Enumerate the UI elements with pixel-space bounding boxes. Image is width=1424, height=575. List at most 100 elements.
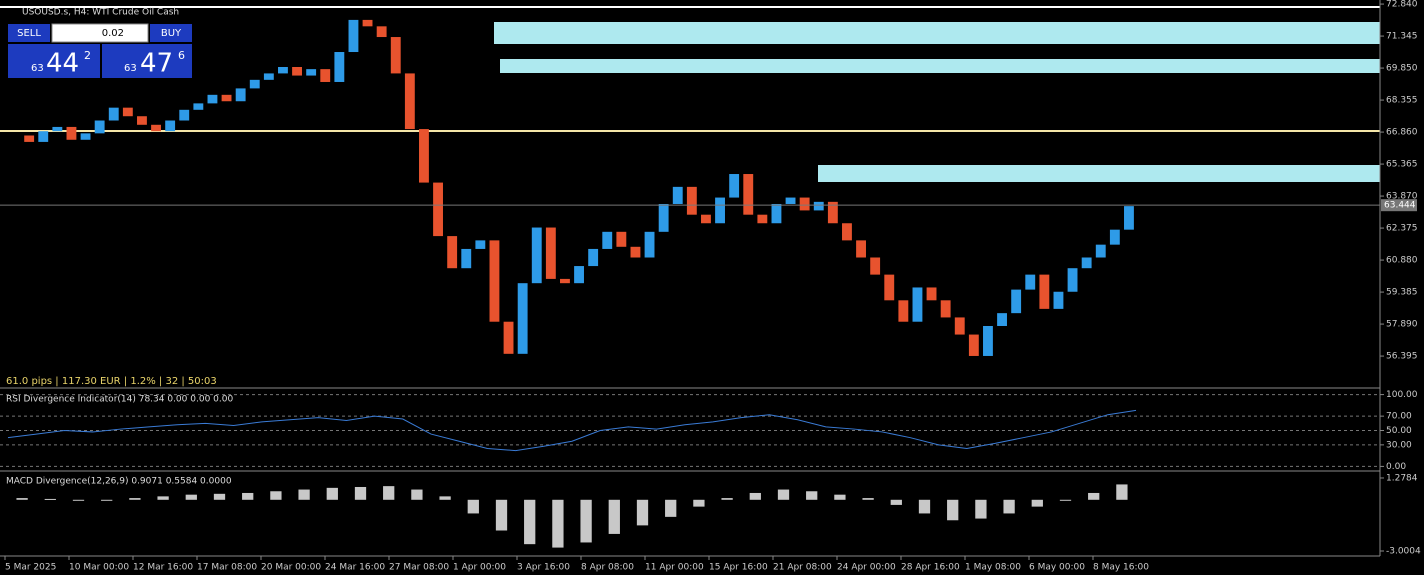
candle [1081,257,1092,269]
macd-bar [213,493,226,500]
candle [1109,229,1120,245]
candle [362,19,373,27]
y-tick-label: 68.355 [1386,96,1418,106]
candle [320,69,331,82]
zone [494,22,1380,44]
candle [771,203,782,224]
candle [80,133,91,140]
candle [574,266,584,284]
x-tick-label: 8 May 16:00 [1093,563,1149,573]
macd-bar [580,499,592,543]
y-tick-label: 100.00 [1386,390,1418,400]
candle [292,66,302,76]
y-tick-label: 63.870 [1386,192,1418,202]
candle [785,197,796,204]
candle [686,186,697,215]
candle [1053,291,1064,309]
macd-bar [636,499,649,526]
sell-button[interactable] [8,24,50,42]
macd-bar [101,499,113,501]
candle [334,52,345,82]
candle [38,131,49,142]
ask-main: 47 [140,49,173,79]
candle [630,246,641,258]
candle [672,186,683,204]
candle [193,103,204,110]
candle [263,73,274,80]
candle [122,107,133,117]
macd-bar [947,499,959,521]
ask-box[interactable] [102,44,192,78]
macd-bar [1088,492,1100,500]
x-tick-label: 21 Apr 08:00 [773,563,832,573]
macd-bar [467,499,479,514]
candle [249,79,260,89]
candle [94,120,105,134]
x-tick-label: 8 Apr 08:00 [581,563,634,573]
candle [926,287,937,301]
y-tick-label: 50.00 [1386,426,1412,436]
ask-big: 63 [124,63,137,74]
y-tick-label: 1.2784 [1386,473,1418,483]
candle [757,214,768,224]
candle [66,126,77,140]
y-tick-label: 65.365 [1386,160,1418,170]
candle [545,227,556,279]
candle [997,313,1007,326]
candle [602,231,613,249]
candle [968,334,979,356]
lot-input[interactable] [51,23,149,43]
macd-bar [693,499,705,507]
candle [954,317,965,335]
x-tick-label: 11 Apr 00:00 [645,563,704,573]
macd-bar [298,489,310,500]
candle [503,321,514,354]
buy-button[interactable] [150,24,192,42]
current-price-label: 63.444 [1384,201,1416,211]
candle [870,257,881,275]
macd-bar [975,499,987,519]
candle [52,126,63,132]
candle [165,120,176,132]
y-tick-label: 59.385 [1386,288,1418,298]
candle [898,300,909,322]
candle [1124,206,1134,230]
candle [1095,244,1106,258]
bid-big: 63 [31,63,44,74]
x-tick-label: 15 Apr 16:00 [709,563,768,573]
candle [940,300,951,318]
x-tick-label: 24 Mar 16:00 [325,563,385,573]
y-tick-label: 69.850 [1386,64,1418,74]
y-tick-label: 66.860 [1386,128,1418,138]
y-tick-label: 0.00 [1386,462,1406,472]
candle [179,109,190,121]
macd-bar [129,498,141,500]
candle [419,129,429,183]
macd-bar [665,499,677,517]
candle [912,287,923,322]
candle [842,223,852,241]
candle [1011,289,1022,314]
x-tick-label: 28 Apr 16:00 [901,563,960,573]
macd-bar [1116,484,1128,500]
candle [221,94,232,102]
macd-bar [721,498,733,500]
y-tick-label: 57.890 [1386,320,1418,330]
y-tick-label: 60.880 [1386,256,1418,266]
bid-box[interactable] [8,44,100,78]
ask-small: 6 [178,49,185,62]
candle [1025,274,1036,290]
sell-label: SELL [17,28,41,39]
candle [390,37,401,74]
macd-bar [1031,499,1043,507]
candle [1067,268,1078,292]
candle [743,174,754,215]
candle [278,66,288,74]
candle [306,69,317,76]
candle [517,283,528,354]
x-tick-label: 20 Mar 00:00 [261,563,321,573]
candle [616,231,627,247]
macd-bar [44,498,56,500]
